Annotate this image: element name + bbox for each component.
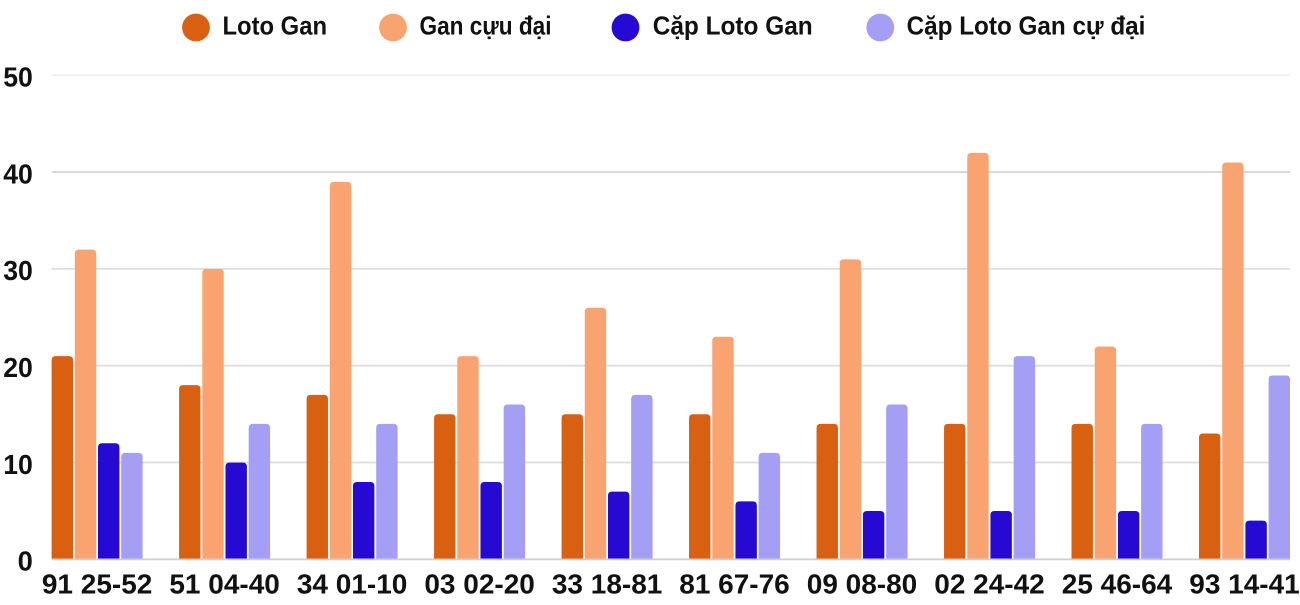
svg-text:Cặp Loto Gan cự đại: Cặp Loto Gan cự đại <box>907 11 1146 41</box>
svg-text:33 18-81: 33 18-81 <box>552 569 663 600</box>
svg-text:50: 50 <box>3 62 33 93</box>
svg-text:02 24-42: 02 24-42 <box>934 569 1045 600</box>
svg-text:20: 20 <box>3 352 33 383</box>
svg-text:Gan cựu đại: Gan cựu đại <box>420 11 552 41</box>
svg-text:81 67-76: 81 67-76 <box>679 569 790 600</box>
svg-text:40: 40 <box>3 158 33 189</box>
svg-text:93 14-41: 93 14-41 <box>1189 569 1300 600</box>
svg-text:34 01-10: 34 01-10 <box>297 569 408 600</box>
svg-text:91 25-52: 91 25-52 <box>42 569 153 600</box>
svg-text:Loto Gan: Loto Gan <box>223 11 328 41</box>
svg-text:0: 0 <box>18 546 33 577</box>
svg-text:25 46-64: 25 46-64 <box>1062 569 1173 600</box>
svg-text:09 08-80: 09 08-80 <box>807 569 918 600</box>
svg-text:30: 30 <box>3 255 33 286</box>
svg-text:03 02-20: 03 02-20 <box>424 569 535 600</box>
svg-text:51 04-40: 51 04-40 <box>169 569 280 600</box>
svg-text:10: 10 <box>3 449 33 480</box>
svg-text:Cặp Loto Gan: Cặp Loto Gan <box>653 11 813 41</box>
